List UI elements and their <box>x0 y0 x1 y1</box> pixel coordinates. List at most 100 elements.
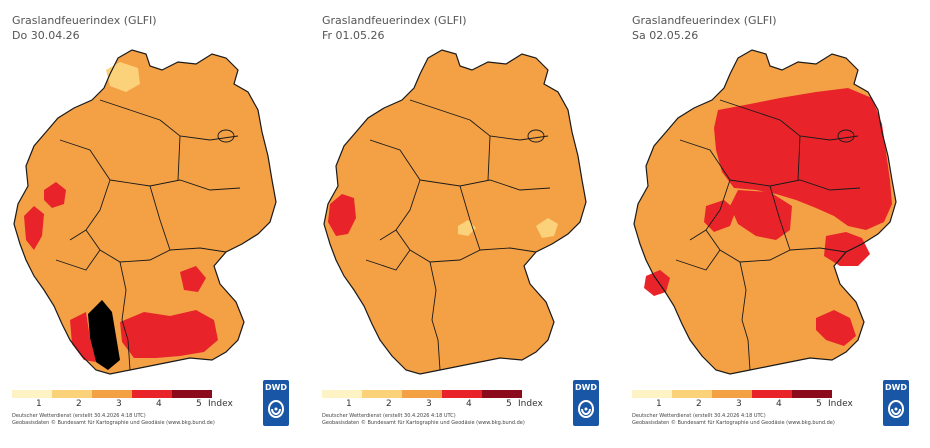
map-patches <box>24 62 218 370</box>
map-fill-base <box>324 50 586 374</box>
legend-index-label: Index <box>518 399 543 409</box>
forecast-panel-day1: Graslandfeuerindex (GLFI) Do 30.04.26 1 … <box>0 0 305 448</box>
credit-line: Geobasisdaten © Bundesamt für Kartograph… <box>12 420 215 426</box>
legend-swatch <box>632 390 672 398</box>
legend-ticks: 1 2 3 4 5 Index <box>322 399 567 411</box>
map-fill-base <box>14 50 276 374</box>
state-border <box>487 135 491 181</box>
state-border <box>119 261 131 371</box>
map-date: Do 30.04.26 <box>12 29 80 42</box>
legend: 1 2 3 4 5 Index Deutscher Wetterdienst (… <box>12 390 257 430</box>
credit-line: Deutscher Wetterdienst (erstellt 30.4.20… <box>632 413 766 419</box>
legend-tick: 3 <box>736 399 742 409</box>
map-title: Graslandfeuerindex (GLFI) <box>322 14 467 27</box>
legend-tick: 1 <box>346 399 352 409</box>
state-border <box>159 119 239 141</box>
swirl-icon <box>888 400 905 418</box>
dwd-logo: DWD <box>883 380 909 426</box>
state-border <box>99 99 161 121</box>
state-border <box>729 179 861 191</box>
map-borders <box>323 49 587 375</box>
legend-tick: 1 <box>36 399 42 409</box>
legend-color-bar <box>632 390 832 398</box>
state-border <box>675 249 721 271</box>
state-border <box>177 135 181 181</box>
state-border <box>837 129 855 143</box>
legend-swatch <box>442 390 482 398</box>
legend-swatch <box>752 390 792 398</box>
legend-color-bar <box>12 390 212 398</box>
state-border <box>169 247 227 253</box>
legend: 1 2 3 4 5 Index Deutscher Wetterdienst (… <box>632 390 877 430</box>
state-border <box>527 129 545 143</box>
state-border <box>789 247 847 253</box>
state-border <box>739 261 751 371</box>
swirl-icon <box>268 400 285 418</box>
credit-line: Deutscher Wetterdienst (erstellt 30.4.20… <box>12 413 146 419</box>
legend-swatch <box>52 390 92 398</box>
state-border <box>59 139 111 241</box>
state-border <box>679 139 731 241</box>
germany-land-area <box>324 50 586 374</box>
index-region-rhine-main <box>704 200 736 232</box>
legend-tick: 4 <box>776 399 782 409</box>
swirl-icon <box>578 400 595 418</box>
map-patches <box>644 88 892 346</box>
map-title: Graslandfeuerindex (GLFI) <box>632 14 777 27</box>
legend-tick: 2 <box>386 399 392 409</box>
state-border <box>55 249 101 271</box>
state-border <box>369 139 421 241</box>
germany-map <box>633 49 897 375</box>
index-region-rhineland-west <box>328 194 356 236</box>
index-region-saxony-south <box>536 218 558 238</box>
legend-swatch <box>322 390 362 398</box>
legend-tick: 5 <box>196 399 202 409</box>
index-region-bavaria-south-east <box>816 310 856 346</box>
legend-swatch <box>12 390 52 398</box>
legend-tick: 3 <box>426 399 432 409</box>
state-border <box>365 249 411 271</box>
legend-swatch <box>712 390 752 398</box>
state-border <box>719 99 781 121</box>
legend-tick: 4 <box>466 399 472 409</box>
index-region-franconia-south <box>180 266 206 292</box>
legend-tick: 2 <box>76 399 82 409</box>
legend-tick: 5 <box>506 399 512 409</box>
germany-map <box>323 49 587 375</box>
state-border <box>797 135 801 181</box>
dwd-logo: DWD <box>263 380 289 426</box>
map-date: Sa 02.05.26 <box>632 29 699 42</box>
dwd-logo: DWD <box>573 380 599 426</box>
legend-swatch <box>172 390 212 398</box>
state-border <box>217 129 235 143</box>
dwd-logo-text: DWD <box>264 383 288 392</box>
legend-index-label: Index <box>828 399 853 409</box>
credit-line: Geobasisdaten © Bundesamt für Kartograph… <box>632 420 835 426</box>
state-border <box>419 179 551 191</box>
state-border <box>409 99 471 121</box>
legend-tick: 2 <box>696 399 702 409</box>
state-border <box>469 119 549 141</box>
credit-line: Deutscher Wetterdienst (erstellt 30.4.20… <box>322 413 456 419</box>
index-region-bavaria-east <box>824 232 870 266</box>
legend-tick: 5 <box>816 399 822 409</box>
dwd-logo-text: DWD <box>884 383 908 392</box>
state-border <box>479 247 537 253</box>
legend: 1 2 3 4 5 Index Deutscher Wetterdienst (… <box>322 390 567 430</box>
forecast-panel-day2: Graslandfeuerindex (GLFI) Fr 01.05.26 1 … <box>310 0 615 448</box>
legend-swatch <box>482 390 522 398</box>
forecast-panel-day3: Graslandfeuerindex (GLFI) Sa 02.05.26 1 … <box>620 0 925 448</box>
index-region-upper-rhine <box>88 300 120 370</box>
legend-swatch <box>792 390 832 398</box>
state-border <box>429 261 441 371</box>
state-border <box>779 119 859 141</box>
country-border <box>633 49 897 375</box>
legend-index-label: Index <box>208 399 233 409</box>
index-region-northrhine-west <box>44 182 66 208</box>
index-region-saarland-west <box>24 206 44 250</box>
legend-swatch <box>672 390 712 398</box>
credit-line: Geobasisdaten © Bundesamt für Kartograph… <box>322 420 525 426</box>
map-borders <box>633 49 897 375</box>
legend-swatch <box>92 390 132 398</box>
legend-swatch <box>362 390 402 398</box>
